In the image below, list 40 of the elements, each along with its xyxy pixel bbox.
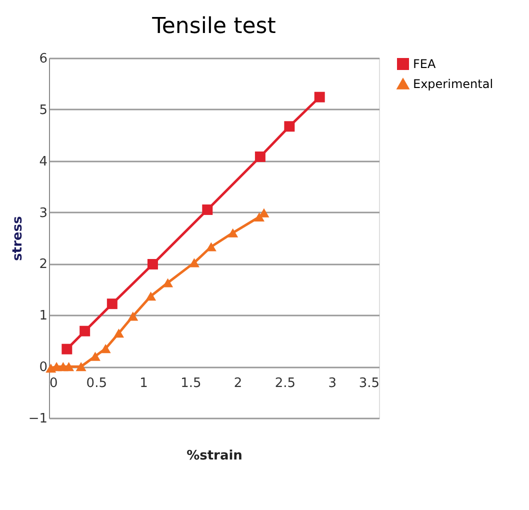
point	[128, 312, 138, 321]
x-axis-title: %strain	[186, 448, 242, 464]
point	[206, 242, 216, 252]
y-tick-label: 5	[39, 102, 48, 118]
point	[76, 362, 86, 372]
y-tick-label: 6	[39, 52, 48, 66]
point	[147, 258, 158, 270]
y-tick-label: 3	[39, 206, 48, 221]
point	[80, 326, 90, 336]
x-tick-label: 3.5	[358, 376, 380, 392]
point	[114, 328, 124, 338]
point	[100, 344, 111, 354]
point	[64, 362, 74, 372]
x-tick-label: 1.5	[180, 376, 202, 392]
chart-title: Tensile test	[151, 14, 276, 39]
y-tick-label: 4	[39, 154, 48, 170]
point	[202, 204, 213, 215]
point	[62, 344, 72, 354]
x-tick-label: 0.5	[86, 376, 107, 392]
y-tick-label: −1	[28, 412, 48, 426]
point	[146, 292, 156, 301]
legend-label: FEA	[413, 57, 436, 71]
x-tick-label: 2.5	[274, 376, 296, 392]
legend-label: Experimental	[413, 77, 494, 91]
y-tick-label: 0	[39, 360, 48, 376]
x-tick-label: 3	[328, 376, 336, 392]
point	[314, 92, 325, 102]
point	[254, 152, 266, 162]
x-tick-label: 1	[140, 376, 148, 392]
point	[188, 258, 200, 268]
x-tick-label: 2	[234, 376, 242, 392]
point	[228, 228, 238, 238]
y-tick-label: 1	[39, 308, 48, 324]
point	[284, 121, 295, 132]
point	[106, 298, 118, 310]
point	[162, 278, 174, 288]
x-tick-label: 0	[50, 376, 58, 392]
y-tick-label: 2	[39, 257, 48, 272]
point	[90, 352, 100, 361]
y-axis-title: stress	[10, 216, 26, 261]
